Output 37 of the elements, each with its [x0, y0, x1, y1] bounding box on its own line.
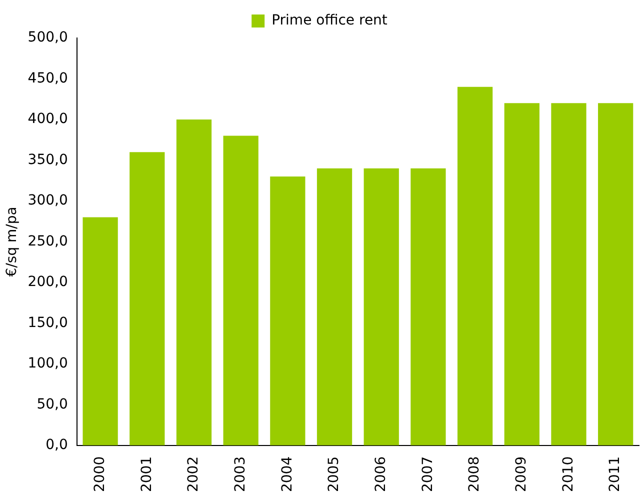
x-tick-label: 2005: [326, 456, 342, 492]
y-tick-label: 150,0: [28, 314, 68, 331]
x-tick-label: 2000: [92, 456, 108, 492]
x-tick-label: 2006: [373, 456, 389, 492]
bar: [270, 176, 306, 446]
bar: [364, 168, 399, 446]
x-tick-label: 2010: [560, 456, 576, 492]
y-axis-title: €/sq m/pa: [4, 206, 20, 277]
x-tick-label: 2011: [607, 456, 624, 492]
x-tick-label: 2001: [138, 456, 155, 492]
bar: [176, 119, 212, 446]
x-tick-label: 2003: [232, 456, 248, 492]
legend-label: Prime office rent: [272, 12, 388, 29]
x-tick-label: 2008: [466, 456, 483, 492]
bar: [410, 168, 446, 446]
x-tick-label: 2002: [186, 456, 202, 492]
bar: [316, 168, 352, 446]
y-tick-label: 400,0: [28, 111, 68, 128]
y-tick-label: 300,0: [28, 192, 68, 209]
y-tick-label: 100,0: [28, 356, 68, 372]
bar: [504, 103, 540, 446]
bar: [82, 217, 118, 446]
bar: [130, 152, 165, 446]
y-tick-label: 500,0: [28, 30, 68, 46]
bar: [551, 103, 586, 446]
bar: [223, 136, 258, 446]
x-tick-label: 2004: [279, 456, 296, 492]
y-tick-label: 450,0: [28, 70, 68, 86]
bar: [598, 103, 634, 446]
y-tick-label: 200,0: [28, 274, 68, 290]
y-tick-label: 250,0: [28, 233, 68, 250]
bar: [457, 86, 493, 446]
x-tick-label: 2007: [420, 456, 436, 492]
x-tick-label: 2009: [514, 456, 530, 492]
y-tick-label: 0,0: [46, 437, 68, 454]
y-tick-label: 350,0: [28, 152, 68, 168]
y-tick-label: 50,0: [36, 396, 68, 412]
